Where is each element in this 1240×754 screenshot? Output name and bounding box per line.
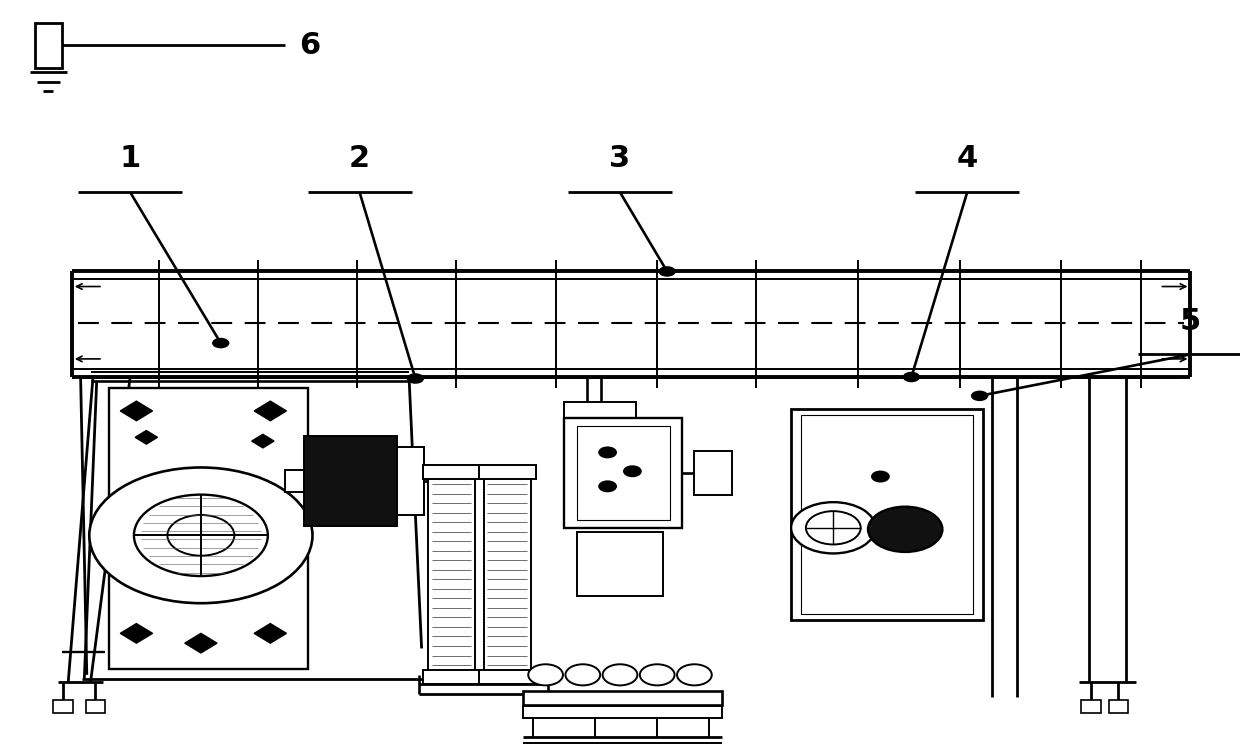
Bar: [53, 700, 73, 713]
Bar: [35, 23, 62, 68]
Bar: [801, 415, 973, 614]
Bar: [109, 388, 308, 669]
Polygon shape: [252, 434, 274, 448]
Circle shape: [603, 664, 637, 685]
Text: 3: 3: [609, 145, 631, 173]
Polygon shape: [120, 624, 153, 643]
Circle shape: [212, 338, 229, 348]
Bar: [523, 706, 722, 718]
Bar: [423, 465, 480, 479]
Circle shape: [565, 664, 600, 685]
Circle shape: [806, 511, 861, 544]
Text: 4: 4: [956, 145, 978, 173]
Circle shape: [624, 466, 641, 477]
Circle shape: [791, 502, 875, 553]
Circle shape: [658, 266, 676, 277]
Bar: [694, 451, 732, 495]
Text: 6: 6: [299, 31, 321, 60]
Polygon shape: [120, 401, 153, 421]
Bar: [1081, 700, 1101, 713]
Bar: [484, 473, 531, 676]
Bar: [397, 447, 424, 515]
Bar: [423, 670, 480, 684]
Circle shape: [599, 447, 616, 458]
Polygon shape: [185, 633, 217, 653]
Circle shape: [872, 471, 889, 482]
Text: 5: 5: [1179, 307, 1202, 336]
Circle shape: [971, 391, 988, 401]
Circle shape: [640, 664, 675, 685]
Circle shape: [407, 373, 424, 384]
Circle shape: [868, 507, 942, 552]
Circle shape: [89, 467, 312, 603]
Bar: [564, 402, 636, 418]
Bar: [479, 465, 536, 479]
Polygon shape: [254, 401, 286, 421]
Circle shape: [134, 495, 268, 576]
Bar: [577, 532, 663, 596]
Circle shape: [599, 481, 616, 492]
Bar: [791, 409, 983, 620]
Bar: [577, 426, 670, 520]
Text: 2: 2: [348, 145, 371, 173]
Bar: [523, 691, 722, 705]
Text: 1: 1: [119, 145, 141, 173]
Bar: [285, 470, 304, 492]
Bar: [479, 670, 536, 684]
Circle shape: [677, 664, 712, 685]
Circle shape: [903, 372, 920, 382]
Circle shape: [167, 515, 234, 556]
Polygon shape: [254, 624, 286, 643]
Polygon shape: [135, 431, 157, 444]
Bar: [1109, 700, 1128, 713]
Bar: [86, 700, 105, 713]
Bar: [564, 418, 682, 528]
Circle shape: [528, 664, 563, 685]
Bar: [304, 436, 397, 526]
Bar: [428, 473, 475, 676]
